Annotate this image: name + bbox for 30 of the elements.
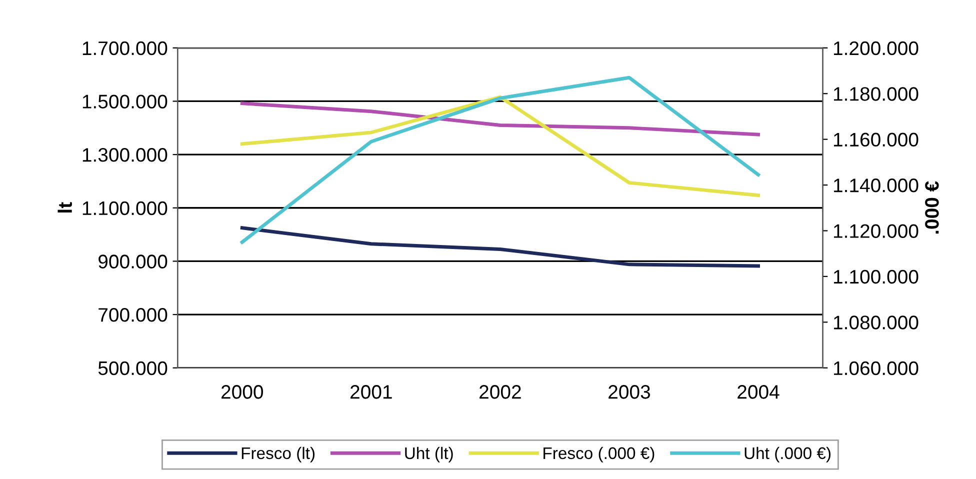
y2-tick-label: 1.080.000 [834,316,918,330]
line-series [240,95,760,198]
x-tick-label: 2003 [608,385,650,399]
y-tick-label: 1.300.000 [82,148,168,162]
y2-tick-label: 1.200.000 [834,41,918,56]
y-tick-label: 1.700.000 [82,41,168,56]
y2-tick-label: 1.100.000 [834,270,918,284]
y-tick-label: 700.000 [98,308,168,322]
legend-label: Uht (lt) [405,446,453,462]
line-series [240,76,760,244]
y-tick-label: 1.100.000 [82,201,168,216]
y-tick-label: 500.000 [98,361,168,376]
y-tick-label: 900.000 [98,254,168,268]
y-tick-label: 1.500.000 [82,94,168,108]
y2-tick-label: 1.120.000 [834,224,918,238]
y2-tick-label: 1.180.000 [834,87,918,101]
y2-tick-label: 1.140.000 [834,178,918,192]
line-series [240,226,760,268]
y2-tick-label: 1.160.000 [834,132,918,147]
legend-label: Fresco (lt) [242,446,315,462]
x-tick-label: 2000 [222,385,264,399]
y2-axis-title: .000 € [925,181,939,234]
line-series [240,102,760,136]
legend-label: Uht (.000 €) [744,446,830,462]
x-tick-label: 2004 [738,385,780,399]
y-axis-title: lt [58,202,72,212]
legend-label: Fresco (.000 €) [544,446,654,462]
x-tick-label: 2002 [480,385,521,399]
y2-tick-label: 1.060.000 [834,361,918,376]
x-tick-label: 2001 [350,385,392,399]
